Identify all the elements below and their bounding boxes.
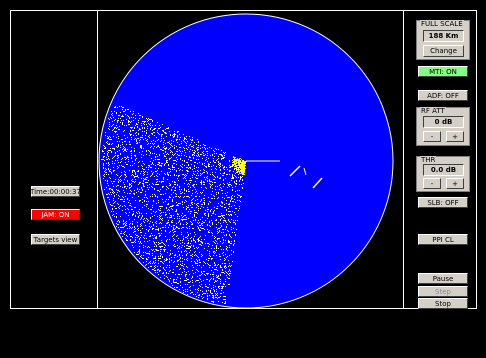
adf-button[interactable]: ADF: OFF — [418, 90, 468, 101]
rf-att-value: 0 dB — [423, 116, 464, 128]
full-scale-value: 188 Km — [423, 30, 464, 42]
thr-value: 0.0 dB — [423, 164, 464, 176]
display — [0, 0, 486, 358]
targets-view-button[interactable]: Targets view — [31, 234, 80, 245]
group-title: FULL SCALE — [420, 20, 464, 28]
thr-group: THR 0.0 dB - + — [416, 156, 470, 192]
group-title: RF ATT — [420, 107, 446, 115]
group-title: THR — [420, 156, 436, 164]
time-display: Time:00:00:37 — [31, 186, 80, 197]
slb-button[interactable]: SLB: OFF — [418, 197, 468, 208]
full-scale-group: FULL SCALE 188 Km Change — [416, 20, 470, 60]
step-button: Step — [418, 286, 468, 297]
minus-button[interactable]: - — [423, 131, 441, 142]
minus-button[interactable]: - — [423, 178, 441, 189]
jam-indicator[interactable]: JAM: ON — [31, 209, 80, 220]
plus-button[interactable]: + — [446, 178, 464, 189]
change-button[interactable]: Change — [423, 45, 464, 57]
rf-att-group: RF ATT 0 dB - + — [416, 107, 470, 146]
plus-button[interactable]: + — [446, 131, 464, 142]
radar-app: Time:00:00:37 JAM: ON Targets view FULL … — [0, 0, 486, 358]
pause-button[interactable]: Pause — [418, 273, 468, 284]
mti-button[interactable]: MTI: ON — [418, 66, 468, 77]
ppi-cl-button[interactable]: PPI CL — [418, 234, 468, 245]
stop-button[interactable]: Stop — [418, 298, 468, 309]
